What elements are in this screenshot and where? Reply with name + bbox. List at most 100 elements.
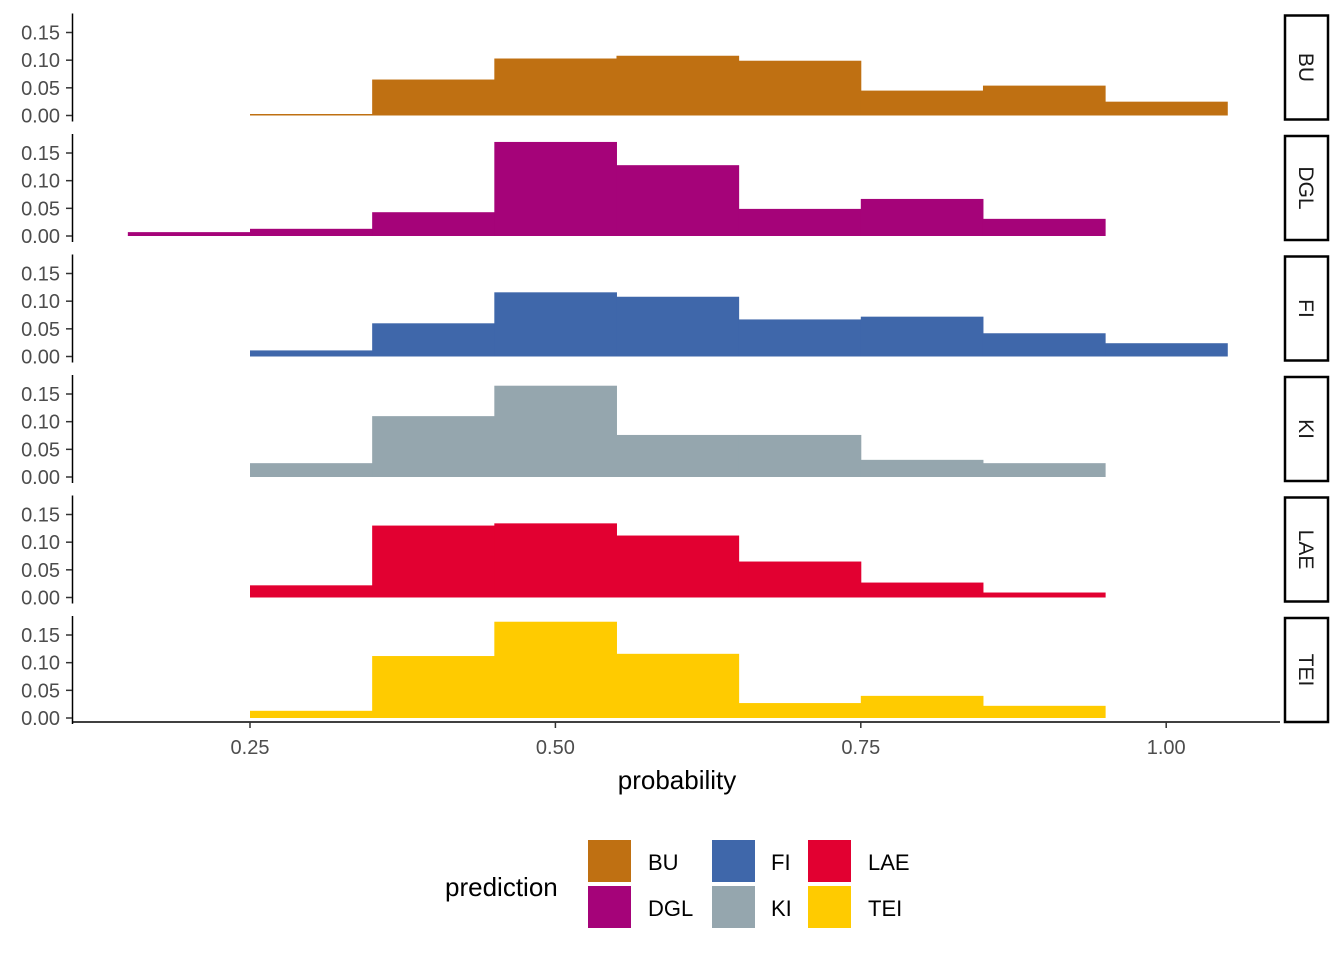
y-tick-label: 0.00	[21, 347, 60, 369]
legend-key	[808, 886, 851, 928]
histogram-bar-lae	[982, 592, 1106, 598]
y-tick-label: 0.15	[21, 384, 60, 406]
histogram-bar-fi	[250, 350, 373, 357]
x-axis-label: probability	[618, 765, 737, 795]
legend-label: BU	[648, 850, 679, 875]
histogram-bar-ki	[616, 434, 740, 477]
histogram-bar-tei	[738, 703, 862, 718]
facet-panel-dgl: 0.00 0.05 0.10 0.15 DGL	[21, 134, 1330, 248]
y-tick-label: 0.10	[21, 532, 60, 554]
histogram-bar-bu	[738, 60, 862, 116]
facet-panel-ki: 0.00 0.05 0.10 0.15 KI	[21, 375, 1330, 489]
y-tick-label: 0.05	[21, 198, 60, 220]
facet-panel-lae: 0.00 0.05 0.10 0.15 LAE	[21, 495, 1330, 610]
x-tick-label: 0.50	[536, 737, 575, 759]
y-tick-label: 0.10	[21, 171, 60, 193]
histogram-bar-lae	[860, 582, 984, 598]
y-tick-label: 0.15	[21, 625, 60, 647]
histogram-bar-dgl	[494, 141, 617, 236]
legend-key	[588, 886, 631, 928]
histogram-bar-fi	[494, 292, 617, 357]
histogram-bar-tei	[372, 656, 495, 718]
y-tick-label: 0.05	[21, 680, 60, 702]
histogram-bar-tei	[494, 621, 617, 718]
y-tick-label: 0.10	[21, 50, 60, 72]
legend-item-fi: FI	[712, 840, 791, 882]
facet-strip-label: FI	[1294, 299, 1317, 318]
y-tick-label: 0.15	[21, 23, 60, 45]
y-tick-label: 0.05	[21, 439, 60, 461]
histogram-bar-ki	[250, 463, 373, 477]
x-tick-label: 1.00	[1147, 737, 1186, 759]
histogram-bar-bu	[616, 55, 740, 116]
y-tick-label: 0.00	[21, 226, 60, 248]
histogram-bar-bu	[982, 85, 1106, 116]
histogram-bar-tei	[982, 705, 1106, 718]
histogram-bar-ki	[372, 416, 495, 477]
facet-strip-ki: KI	[1283, 375, 1330, 483]
y-tick-label: 0.00	[21, 467, 60, 489]
legend-key	[712, 840, 755, 882]
histogram-bar-bu	[860, 90, 984, 116]
legend-key	[712, 886, 755, 928]
y-tick-label: 0.00	[21, 708, 60, 730]
legend-label: FI	[771, 850, 791, 875]
legend-label: TEI	[868, 896, 902, 921]
facet-panel-bu: 0.00 0.05 0.10 0.15 BU	[21, 13, 1330, 128]
facet-strip-fi: FI	[1283, 255, 1330, 362]
histogram-bar-lae	[250, 585, 373, 598]
histogram-bar-lae	[372, 525, 495, 598]
histogram-bar-lae	[616, 535, 740, 598]
histogram-bar-ki	[494, 385, 617, 477]
facet-strip-label: KI	[1294, 419, 1317, 439]
y-tick-label: 0.05	[21, 560, 60, 582]
histogram-bar-dgl	[372, 212, 495, 236]
histogram-bar-ki	[738, 434, 862, 477]
x-tick-label: 0.25	[231, 737, 270, 759]
histogram-bar-bu	[494, 58, 617, 116]
histogram-bar-lae	[738, 561, 862, 598]
facet-strip-label: TEI	[1294, 654, 1317, 687]
y-tick-label: 0.00	[21, 106, 60, 128]
facet-strip-bu: BU	[1283, 14, 1330, 121]
y-tick-label: 0.10	[21, 412, 60, 434]
legend-key	[588, 840, 631, 882]
histogram-bar-ki	[860, 459, 984, 477]
facet-strip-label: DGL	[1294, 166, 1317, 209]
legend-item-tei: TEI	[808, 886, 902, 928]
facet-strip-dgl: DGL	[1283, 134, 1330, 242]
histogram-bar-dgl	[127, 232, 251, 236]
y-tick-label: 0.10	[21, 291, 60, 313]
y-tick-label: 0.05	[21, 319, 60, 341]
legend-label: LAE	[868, 850, 910, 875]
histogram-bar-tei	[250, 710, 373, 718]
histogram-bar-tei	[860, 695, 984, 718]
y-tick-label: 0.15	[21, 264, 60, 286]
histogram-bar-dgl	[860, 198, 984, 236]
facet-strip-lae: LAE	[1283, 496, 1330, 603]
y-tick-label: 0.00	[21, 588, 60, 610]
legend-label: DGL	[648, 896, 693, 921]
histogram-bar-tei	[616, 653, 740, 718]
histogram-bar-dgl	[250, 228, 373, 236]
histogram-bar-fi	[860, 316, 984, 357]
histogram-bar-dgl	[616, 165, 740, 236]
legend-key	[808, 840, 851, 882]
histogram-bar-dgl	[738, 208, 862, 236]
histogram-bar-fi	[738, 319, 862, 357]
y-tick-label: 0.05	[21, 78, 60, 100]
legend-item-lae: LAE	[808, 840, 910, 882]
x-tick-label: 0.75	[841, 737, 880, 759]
histogram-bar-fi	[1105, 343, 1228, 357]
histogram-bar-fi	[372, 323, 495, 357]
legend-item-dgl: DGL	[588, 886, 693, 928]
facet-strip-label: LAE	[1294, 530, 1317, 570]
legend-title: prediction	[445, 872, 558, 902]
histogram-bar-dgl	[982, 218, 1106, 236]
y-tick-label: 0.15	[21, 143, 60, 165]
facet-strip-tei: TEI	[1283, 616, 1330, 724]
legend-item-ki: KI	[712, 886, 792, 928]
histogram-bar-lae	[494, 523, 617, 598]
facet-strip-label: BU	[1294, 53, 1317, 82]
